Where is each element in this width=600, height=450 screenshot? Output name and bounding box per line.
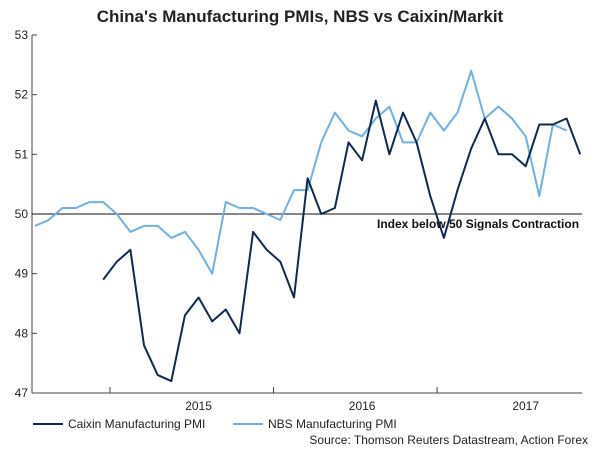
legend: Caixin Manufacturing PMI NBS Manufacturi…: [33, 417, 397, 431]
chart-title: China's Manufacturing PMIs, NBS vs Caixi…: [97, 7, 504, 26]
x-axis: 2015201620172018: [32, 387, 582, 413]
y-tick-label: 50: [15, 207, 29, 221]
reference-line-label: Index below 50 Signals Contraction: [377, 217, 579, 231]
series-line-nbs: [34, 69, 568, 275]
series-line-caixin: [102, 99, 582, 383]
y-axis: 47 48 49 50 51 52 53: [15, 28, 37, 400]
legend-label-caixin: Caixin Manufacturing PMI: [68, 417, 205, 431]
y-tick-label: 53: [15, 28, 29, 42]
legend-label-nbs: NBS Manufacturing PMI: [268, 417, 397, 431]
y-tick-label: 47: [15, 386, 29, 400]
source-note: Source: Thomson Reuters Datastream, Acti…: [309, 433, 588, 447]
y-tick-label: 49: [15, 267, 29, 281]
x-tick-label: 2017: [512, 399, 539, 413]
y-tick-label: 48: [15, 326, 29, 340]
y-tick-label: 51: [15, 147, 29, 161]
y-tick-label: 52: [15, 88, 29, 102]
series-lines: [34, 69, 582, 383]
x-tick-label: 2015: [185, 399, 212, 413]
x-tick-label: 2016: [349, 399, 376, 413]
